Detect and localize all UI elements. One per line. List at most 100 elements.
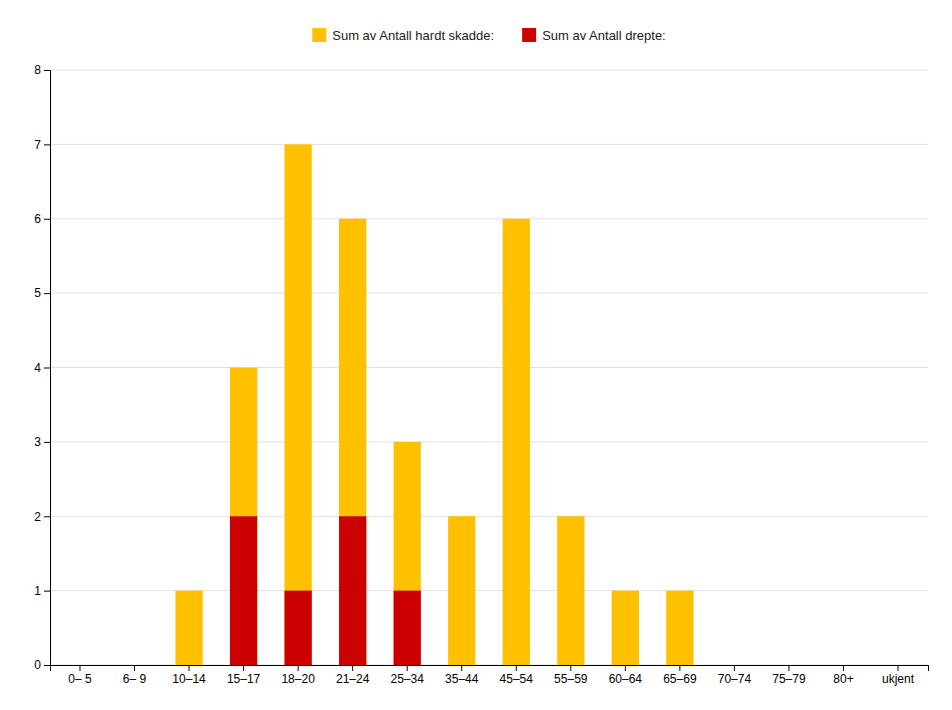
bar <box>503 665 530 666</box>
grid-line <box>50 70 928 71</box>
x-tick: 80+ <box>833 665 853 686</box>
bar <box>339 219 366 665</box>
bar <box>66 665 93 666</box>
legend-item: Sum av Antall drepte: <box>522 28 666 43</box>
x-tick-label: 10–14 <box>172 672 206 686</box>
y-tick-label: 7 <box>34 138 41 152</box>
x-tick-mark <box>734 665 735 671</box>
bar-series <box>175 144 693 665</box>
y-tick-mark <box>44 591 50 592</box>
x-tick-label: 45–54 <box>500 672 534 686</box>
grid-line <box>50 441 928 442</box>
x-tick-label: 75–79 <box>772 672 806 686</box>
x-tick: 10–14 <box>172 665 206 686</box>
x-tick: 60–64 <box>609 665 643 686</box>
x-tick-label: 25–34 <box>391 672 425 686</box>
bar <box>666 665 693 666</box>
legend-label: Sum av Antall drepte: <box>542 28 666 43</box>
grid <box>50 70 928 665</box>
y-tick-label: 6 <box>34 212 41 226</box>
bar <box>66 665 93 666</box>
y-tick-mark <box>44 442 50 443</box>
x-tick: 35–44 <box>445 665 479 686</box>
x-tick: 75–79 <box>772 665 806 686</box>
y-tick: 8 <box>34 63 50 77</box>
x-tick-mark <box>570 665 571 671</box>
bar <box>721 665 748 666</box>
x-tick: 18–20 <box>281 665 315 686</box>
bar <box>121 665 148 666</box>
y-axis: 0 1 2 3 4 5 6 7 8 <box>34 63 50 672</box>
bar <box>775 665 802 666</box>
y-tick-label: 8 <box>34 63 41 77</box>
x-tick: 70–74 <box>718 665 752 686</box>
grid-line <box>50 144 928 145</box>
x-tick-mark <box>788 665 789 671</box>
bar <box>284 591 311 665</box>
x-tick: 45–54 <box>500 665 534 686</box>
y-tick-label: 5 <box>34 286 41 300</box>
x-tick-mark <box>134 665 135 671</box>
x-tick-mark <box>898 665 899 671</box>
x-tick: 0– 5 <box>68 665 92 686</box>
bar <box>775 665 802 666</box>
bar <box>394 442 421 665</box>
x-tick-label: 60–64 <box>609 672 643 686</box>
y-tick: 4 <box>34 361 50 375</box>
x-tick: 6– 9 <box>123 665 147 686</box>
y-tick-label: 0 <box>34 658 41 672</box>
y-tick: 0 <box>34 658 50 672</box>
legend: Sum av Antall hardt skadde: Sum av Antall… <box>312 28 665 43</box>
x-tick-mark <box>79 665 80 671</box>
bar <box>448 665 475 666</box>
bar <box>830 665 857 666</box>
x-tick-mark <box>843 665 844 671</box>
x-tick-mark <box>243 665 244 671</box>
y-tick-label: 3 <box>34 435 41 449</box>
axis-line <box>51 666 929 672</box>
x-tick-label: 70–74 <box>718 672 752 686</box>
legend-swatch <box>312 28 326 42</box>
grid-line <box>50 516 928 517</box>
x-tick: 25–34 <box>391 665 425 686</box>
legend-item: Sum av Antall hardt skadde: <box>312 28 494 43</box>
axis-line <box>44 71 51 666</box>
bar <box>448 516 475 665</box>
x-tick-label: 21–24 <box>336 672 370 686</box>
bar <box>830 665 857 666</box>
y-tick: 7 <box>34 138 50 152</box>
y-tick-mark <box>44 368 50 369</box>
x-tick-label: 6– 9 <box>123 672 147 686</box>
bar <box>884 665 911 666</box>
bar <box>612 665 639 666</box>
x-tick-label: 18–20 <box>281 672 315 686</box>
x-tick-mark <box>352 665 353 671</box>
bar <box>284 144 311 665</box>
y-tick-mark <box>44 665 50 666</box>
grid-line <box>50 293 928 294</box>
y-tick: 6 <box>34 212 50 226</box>
grid-line <box>50 367 928 368</box>
y-tick-label: 1 <box>34 584 41 598</box>
bar <box>721 665 748 666</box>
x-tick-mark <box>189 665 190 671</box>
y-tick-mark <box>44 219 50 220</box>
bar <box>394 591 421 665</box>
y-tick: 5 <box>34 286 50 300</box>
bar <box>666 591 693 665</box>
bar <box>175 591 202 665</box>
y-tick-mark <box>44 144 50 145</box>
bar <box>557 516 584 665</box>
y-tick-label: 2 <box>34 510 41 524</box>
y-tick: 3 <box>34 435 50 449</box>
bar-series <box>230 516 421 665</box>
x-tick-label: 0– 5 <box>68 672 92 686</box>
x-tick-label: 65–69 <box>663 672 697 686</box>
bar <box>339 516 366 665</box>
y-tick-label: 4 <box>34 361 41 375</box>
bar <box>175 665 202 666</box>
bar <box>503 219 530 665</box>
grid-line <box>50 218 928 219</box>
bar <box>230 516 257 665</box>
x-tick-label: 15–17 <box>227 672 261 686</box>
